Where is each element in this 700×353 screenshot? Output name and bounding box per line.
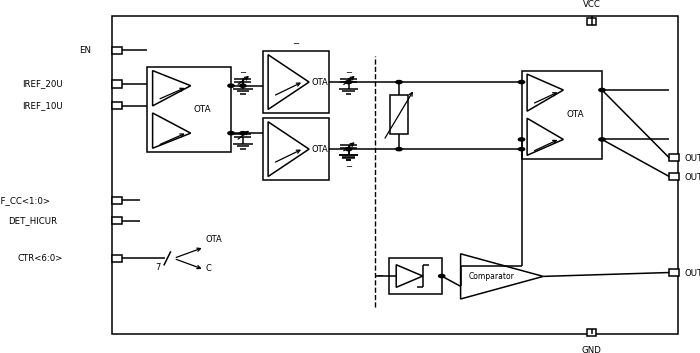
Polygon shape bbox=[153, 113, 190, 148]
Circle shape bbox=[228, 84, 234, 87]
Bar bbox=[587, 18, 596, 25]
Text: OUT_D: OUT_D bbox=[685, 268, 700, 277]
Bar bbox=[587, 329, 596, 336]
Circle shape bbox=[518, 148, 525, 151]
Text: OTA: OTA bbox=[312, 145, 328, 154]
Text: OUT_P: OUT_P bbox=[685, 153, 700, 162]
Text: CTR<6:0>: CTR<6:0> bbox=[18, 254, 63, 263]
Polygon shape bbox=[396, 265, 423, 287]
Bar bbox=[522, 71, 602, 159]
Bar bbox=[112, 255, 122, 262]
Bar bbox=[669, 154, 679, 161]
Text: IREF_10U: IREF_10U bbox=[22, 101, 63, 110]
Polygon shape bbox=[527, 74, 564, 111]
Text: C: C bbox=[206, 264, 211, 274]
Circle shape bbox=[438, 275, 445, 277]
Text: DET_HICUR: DET_HICUR bbox=[8, 216, 57, 225]
Text: EN: EN bbox=[79, 46, 91, 55]
Text: OTA: OTA bbox=[312, 78, 328, 86]
Text: OTA: OTA bbox=[566, 110, 584, 119]
Polygon shape bbox=[527, 118, 564, 155]
Bar bbox=[669, 173, 679, 180]
Bar bbox=[390, 95, 408, 134]
Circle shape bbox=[518, 138, 525, 141]
Circle shape bbox=[346, 148, 351, 151]
Text: −: − bbox=[345, 68, 352, 77]
Text: OTA: OTA bbox=[194, 105, 211, 114]
Bar bbox=[112, 16, 678, 334]
Circle shape bbox=[396, 148, 402, 151]
Bar bbox=[112, 47, 122, 54]
Text: −: − bbox=[377, 271, 384, 281]
Text: 7: 7 bbox=[155, 263, 161, 272]
Bar bbox=[262, 118, 329, 180]
Text: VCC: VCC bbox=[582, 0, 601, 9]
Bar bbox=[669, 269, 679, 276]
Text: REF_CC<1:0>: REF_CC<1:0> bbox=[0, 196, 50, 205]
Text: IREF_20U: IREF_20U bbox=[22, 79, 63, 89]
Text: OTA: OTA bbox=[206, 235, 223, 244]
Bar bbox=[112, 80, 122, 88]
Bar bbox=[389, 258, 442, 294]
Circle shape bbox=[228, 132, 234, 135]
Circle shape bbox=[599, 88, 605, 91]
Circle shape bbox=[518, 80, 525, 84]
Bar bbox=[262, 51, 329, 113]
Polygon shape bbox=[461, 254, 543, 299]
Text: OUT_N: OUT_N bbox=[685, 172, 700, 181]
Bar bbox=[112, 197, 122, 204]
Polygon shape bbox=[153, 71, 190, 106]
Polygon shape bbox=[268, 122, 309, 176]
Text: −: − bbox=[293, 40, 300, 49]
Circle shape bbox=[599, 138, 605, 141]
Circle shape bbox=[396, 80, 402, 84]
Bar bbox=[112, 217, 122, 224]
Text: −: − bbox=[239, 68, 246, 77]
Circle shape bbox=[346, 80, 351, 84]
Bar bbox=[112, 102, 122, 109]
Circle shape bbox=[239, 84, 246, 87]
Text: Comparator: Comparator bbox=[469, 272, 515, 281]
Bar bbox=[147, 67, 231, 152]
Circle shape bbox=[239, 132, 246, 135]
Polygon shape bbox=[268, 55, 309, 109]
Text: GND: GND bbox=[582, 346, 601, 353]
Text: −: − bbox=[345, 162, 352, 171]
